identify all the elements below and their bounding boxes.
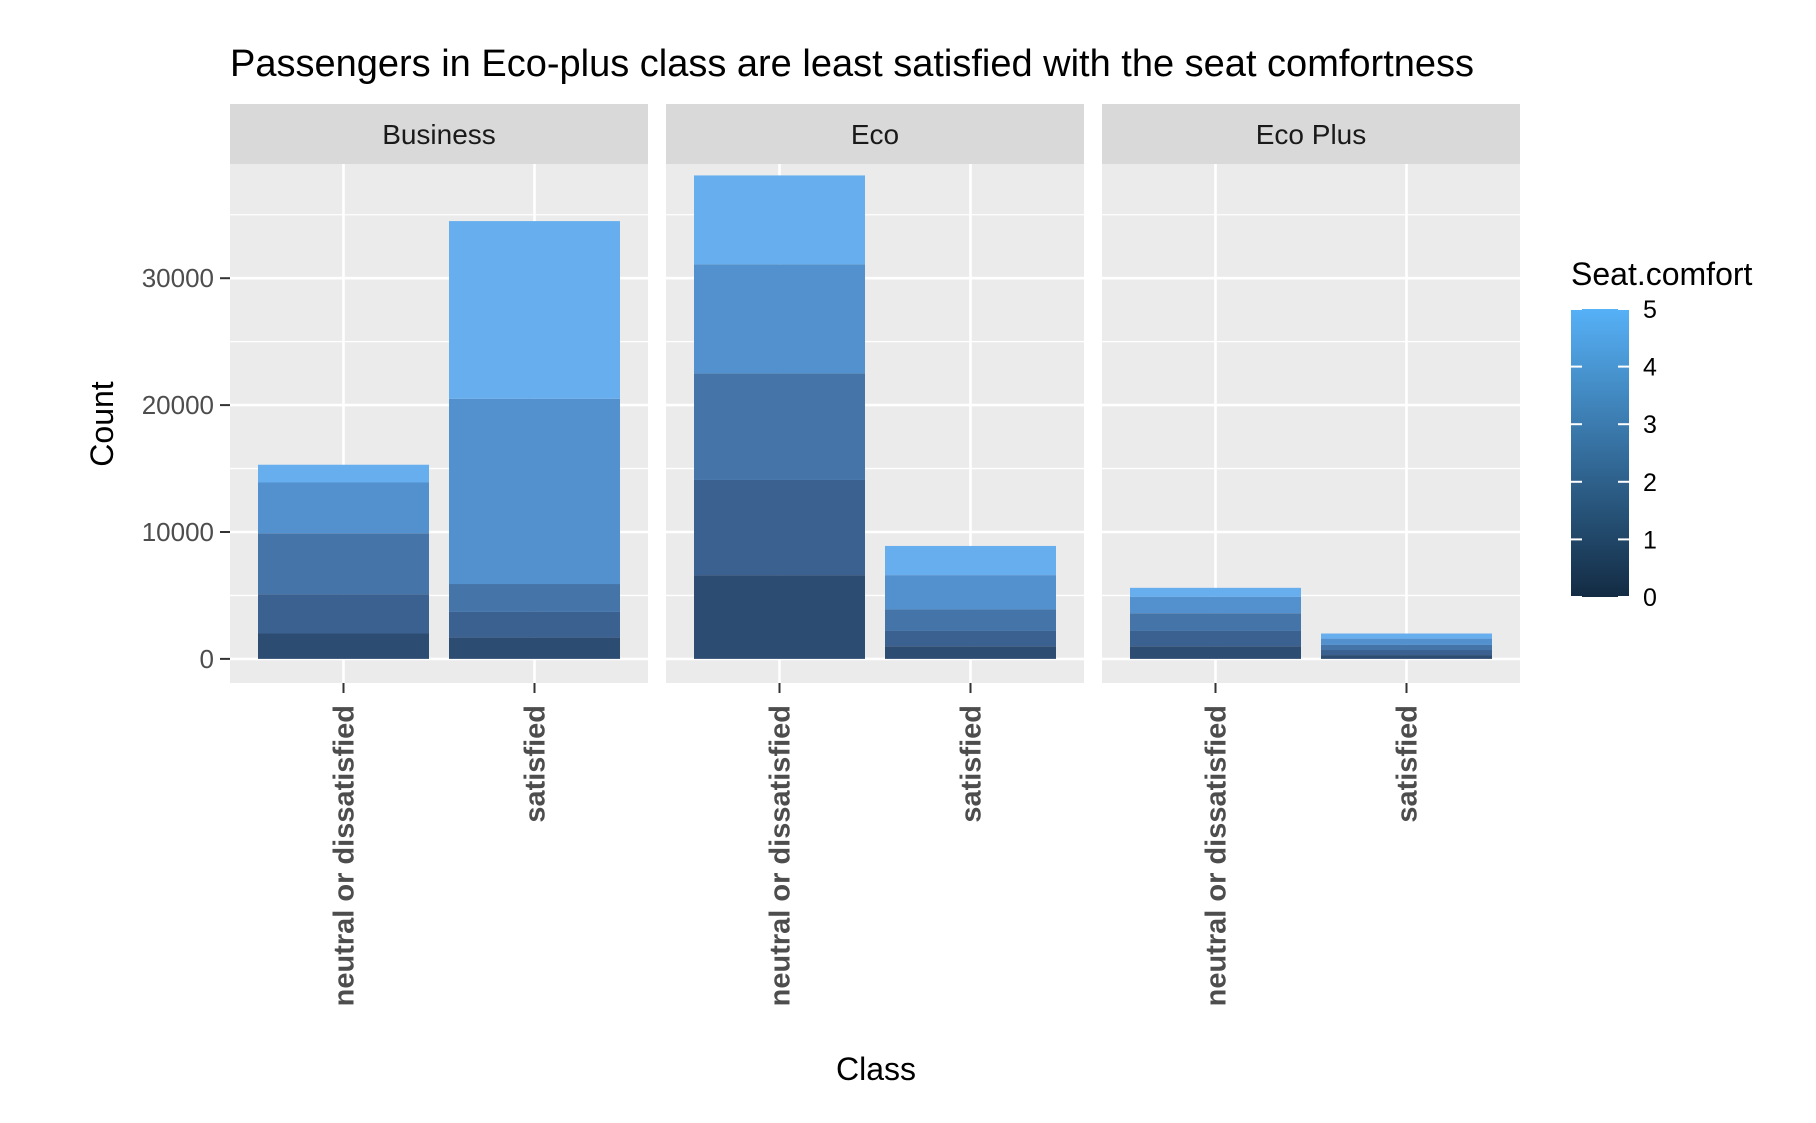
legend-tick-label: 1 (1643, 526, 1657, 554)
y-tick-label: 30000 (142, 263, 214, 293)
facet-strip (666, 104, 1084, 164)
bar-segment-level-1 (449, 637, 620, 659)
bar-segment-level-4 (1130, 596, 1301, 614)
x-tick-label: satisfied (520, 705, 552, 823)
y-tick-label: 10000 (142, 517, 214, 547)
x-tick-label: satisfied (956, 705, 988, 823)
bar-segment-level-2 (1321, 650, 1492, 656)
legend-tick-label: 2 (1643, 469, 1657, 497)
bar-segment-level-4 (694, 264, 865, 374)
facet-panel: Eco Plus neutral or dissatisfied satisfied (1102, 104, 1520, 1006)
x-tick-label: neutral or dissatisfied (765, 705, 797, 1006)
facet-label: Eco (851, 119, 899, 150)
facet-label: Eco Plus (1256, 119, 1367, 150)
stacked-bar (885, 545, 1056, 659)
bar-segment-level-2 (885, 630, 1056, 647)
x-tick-label: satisfied (1392, 705, 1424, 823)
facet-strip (230, 104, 648, 164)
facet-panel: Business neutral or dissatisfied satisfied (230, 104, 648, 1006)
legend-tick-label: 3 (1643, 411, 1657, 439)
legend-tick-label: 0 (1643, 584, 1657, 612)
bar-segment-level-5 (1321, 633, 1492, 639)
bar-segment-level-5 (258, 464, 429, 483)
bar-segment-level-1 (1130, 646, 1301, 659)
facet-label: Business (382, 119, 496, 150)
bar-segment-level-5 (694, 175, 865, 265)
bar-segment-level-5 (885, 545, 1056, 576)
legend-title: Seat.comfort (1571, 256, 1753, 292)
x-axis-label: Class (836, 1051, 916, 1087)
stacked-bar (258, 464, 429, 659)
bar-segment-level-1 (258, 633, 429, 659)
bar-segment-level-3 (694, 373, 865, 480)
bar-segment-level-2 (449, 611, 620, 638)
bar-segment-level-4 (258, 482, 429, 534)
x-tick-label: neutral or dissatisfied (329, 705, 361, 1006)
bar-segment-level-3 (1130, 613, 1301, 631)
bar-segment-level-4 (885, 575, 1056, 610)
chart-title: Passengers in Eco-plus class are least s… (230, 43, 1474, 85)
facet-panel: Eco neutral or dissatisfied satisfied (666, 104, 1084, 1006)
bar-segment-level-4 (1321, 638, 1492, 645)
legend-tick-label: 4 (1643, 354, 1657, 382)
bar-segment-level-5 (1130, 587, 1301, 597)
bar-segment-level-2 (1130, 630, 1301, 647)
bar-segment-level-3 (1321, 644, 1492, 651)
bar-segment-level-5 (449, 221, 620, 399)
stacked-bar (1321, 633, 1492, 659)
bar-segment-level-2 (694, 479, 865, 576)
bar-segment-level-2 (258, 594, 429, 634)
bar-segment-level-3 (885, 609, 1056, 631)
stacked-bar (694, 175, 865, 659)
bar-segment-level-3 (258, 533, 429, 595)
legend-colorbar (1571, 309, 1629, 597)
stacked-bar (1130, 587, 1301, 659)
y-tick-label: 0 (200, 644, 214, 674)
bar-segment-level-4 (449, 398, 620, 585)
y-axis-label: Count (84, 381, 120, 467)
y-tick-label: 20000 (142, 390, 214, 420)
x-tick-label: neutral or dissatisfied (1201, 705, 1233, 1006)
bar-segment-level-1 (885, 646, 1056, 659)
bar-segment-level-1 (694, 575, 865, 659)
facet-strip (1102, 104, 1520, 164)
legend-tick-label: 5 (1643, 296, 1657, 324)
bar-segment-level-3 (449, 584, 620, 612)
stacked-bar (449, 221, 620, 659)
bar-segment-level-1 (1321, 655, 1492, 659)
legend: Seat.comfort 0 1 2 3 4 5 (1571, 256, 1753, 612)
